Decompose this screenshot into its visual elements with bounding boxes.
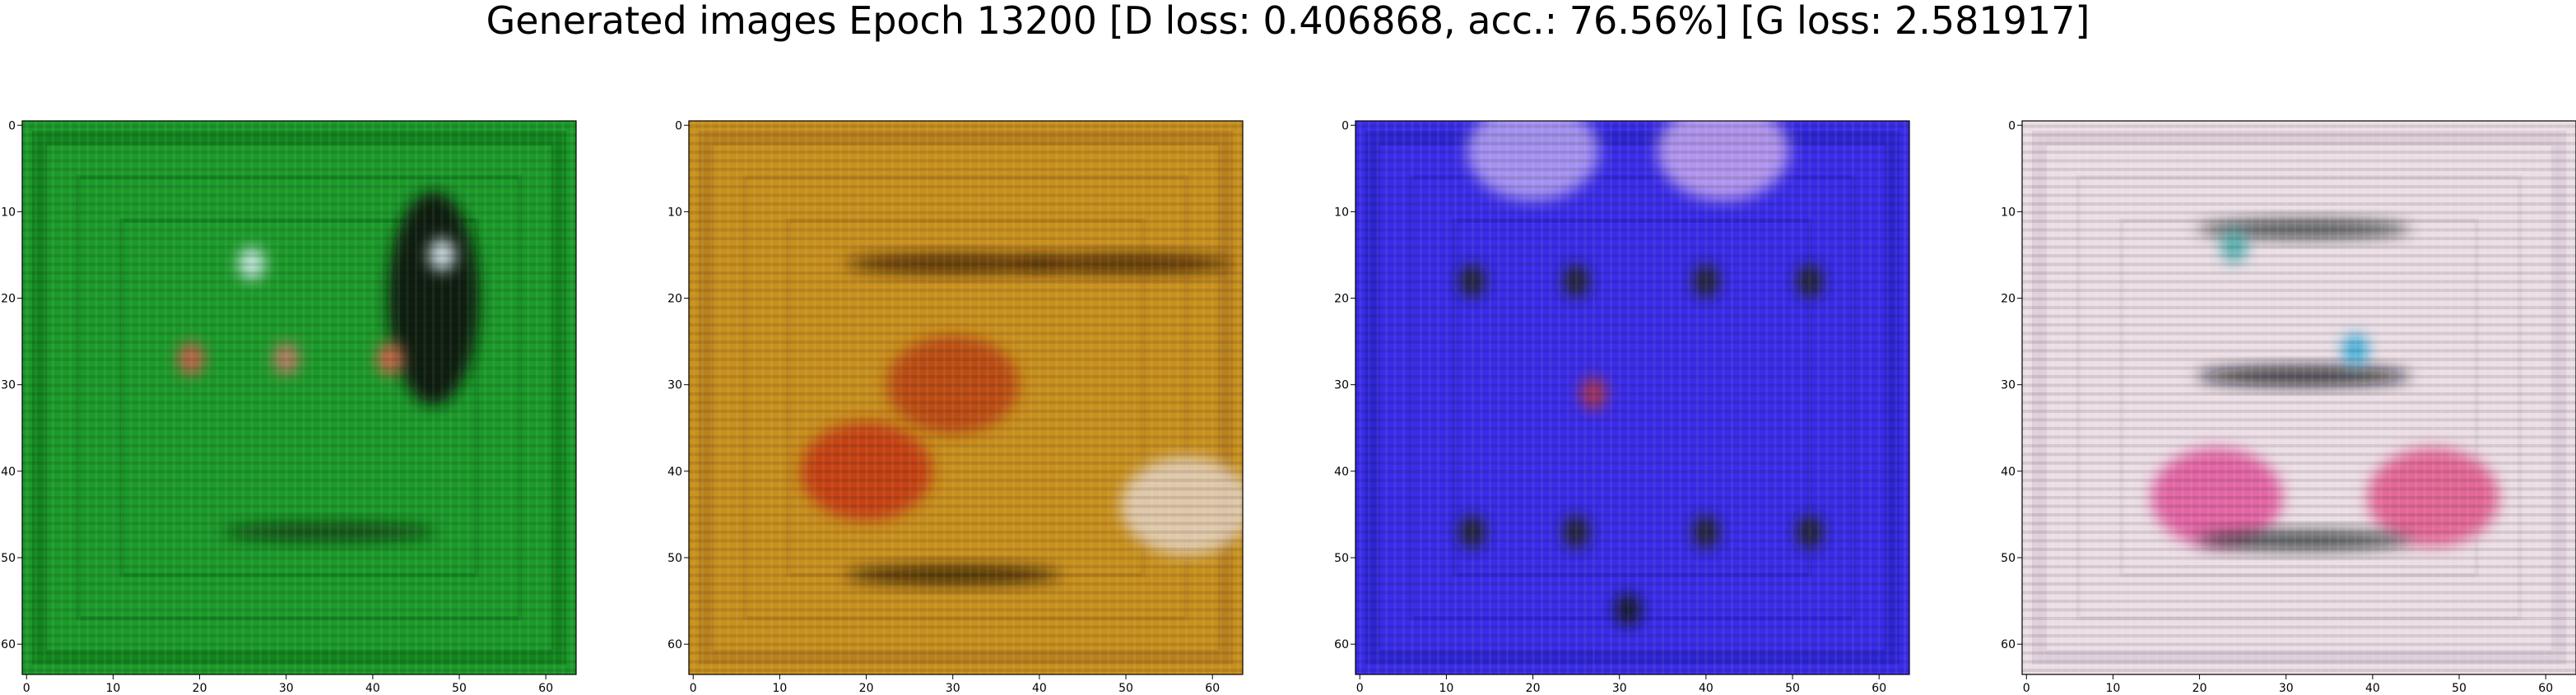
y-tick-label: 40	[2001, 466, 2016, 479]
x-tick-label: 0	[2023, 682, 2030, 695]
x-tick-label: 40	[365, 682, 380, 695]
x-tick-label: 10	[106, 682, 121, 695]
x-tick-label: 40	[1699, 682, 1713, 695]
image-panel-1: 0 10 20 30 40 50 60 0 10 20 30 40 50 60	[1, 119, 577, 695]
y-tick-label: 0	[675, 119, 682, 132]
x-tick-label: 10	[773, 682, 788, 695]
x-tick-label: 50	[452, 682, 467, 695]
y-tick-label: 30	[667, 379, 682, 392]
image-panel-4: 0 10 20 30 40 50 60 0 10 20 30 40 50 60	[2001, 119, 2576, 695]
y-tick-label: 30	[1334, 379, 1349, 392]
x-tick-label: 50	[1785, 682, 1800, 695]
y-tick-label: 0	[1341, 119, 1349, 132]
x-tick-label: 30	[946, 682, 960, 695]
x-tick-label: 10	[1439, 682, 1454, 695]
figure-title: Generated images Epoch 13200 [D loss: 0.…	[486, 0, 2090, 43]
x-tick-label: 60	[1872, 682, 1886, 695]
y-tick-label: 30	[2001, 379, 2016, 392]
y-tick-label: 50	[2001, 552, 2016, 565]
x-tick-label: 20	[2192, 682, 2207, 695]
x-tick-label: 60	[2538, 682, 2553, 695]
y-tick-label: 20	[2001, 293, 2016, 306]
y-tick-label: 60	[667, 638, 682, 651]
x-tick-label: 50	[1118, 682, 1133, 695]
y-tick-label: 40	[1334, 466, 1349, 479]
x-tick-label: 30	[1612, 682, 1627, 695]
y-tick-label: 50	[1, 552, 16, 565]
x-tick-label: 0	[690, 682, 697, 695]
y-tick-label: 50	[667, 552, 682, 565]
x-tick-label: 0	[1356, 682, 1364, 695]
y-tick-label: 30	[1, 379, 16, 392]
x-tick-label: 0	[23, 682, 30, 695]
y-tick-label: 0	[8, 119, 16, 132]
x-tick-label: 40	[1032, 682, 1047, 695]
y-tick-label: 60	[1, 638, 16, 651]
axes-frame	[688, 120, 1244, 675]
y-tick-label: 60	[1334, 638, 1349, 651]
y-tick-label: 10	[667, 206, 682, 219]
image-panel-3: 0 10 20 30 40 50 60 0 10 20 30 40 50 60	[1334, 119, 1910, 695]
y-tick-label: 40	[1, 466, 16, 479]
y-tick-label: 10	[1, 206, 16, 219]
x-tick-label: 50	[2452, 682, 2467, 695]
x-tick-label: 20	[859, 682, 874, 695]
y-tick-label: 20	[667, 293, 682, 306]
x-tick-label: 60	[1205, 682, 1220, 695]
image-texture	[689, 121, 1243, 674]
x-tick-label: 10	[2106, 682, 2121, 695]
image-texture	[22, 121, 576, 674]
axes-frame	[2021, 120, 2576, 675]
y-tick-label: 10	[1334, 206, 1349, 219]
axes-frame	[21, 120, 577, 675]
y-tick-label: 60	[2001, 638, 2016, 651]
image-panel-2: 0 10 20 30 40 50 60 0 10 20 30 40 50 60	[667, 119, 1244, 695]
x-tick-label: 30	[2279, 682, 2294, 695]
y-tick-label: 50	[1334, 552, 1349, 565]
x-tick-label: 30	[279, 682, 294, 695]
image-texture	[1355, 121, 1909, 674]
y-tick-label: 10	[2001, 206, 2016, 219]
x-tick-label: 60	[538, 682, 553, 695]
y-tick-label: 20	[1334, 293, 1349, 306]
x-tick-label: 20	[193, 682, 207, 695]
y-tick-label: 0	[2008, 119, 2016, 132]
axes-frame	[1355, 120, 1910, 675]
image-texture	[2022, 121, 2576, 674]
x-tick-label: 40	[2365, 682, 2380, 695]
y-tick-label: 20	[1, 293, 16, 306]
y-tick-label: 40	[667, 466, 682, 479]
x-tick-label: 20	[1526, 682, 1541, 695]
